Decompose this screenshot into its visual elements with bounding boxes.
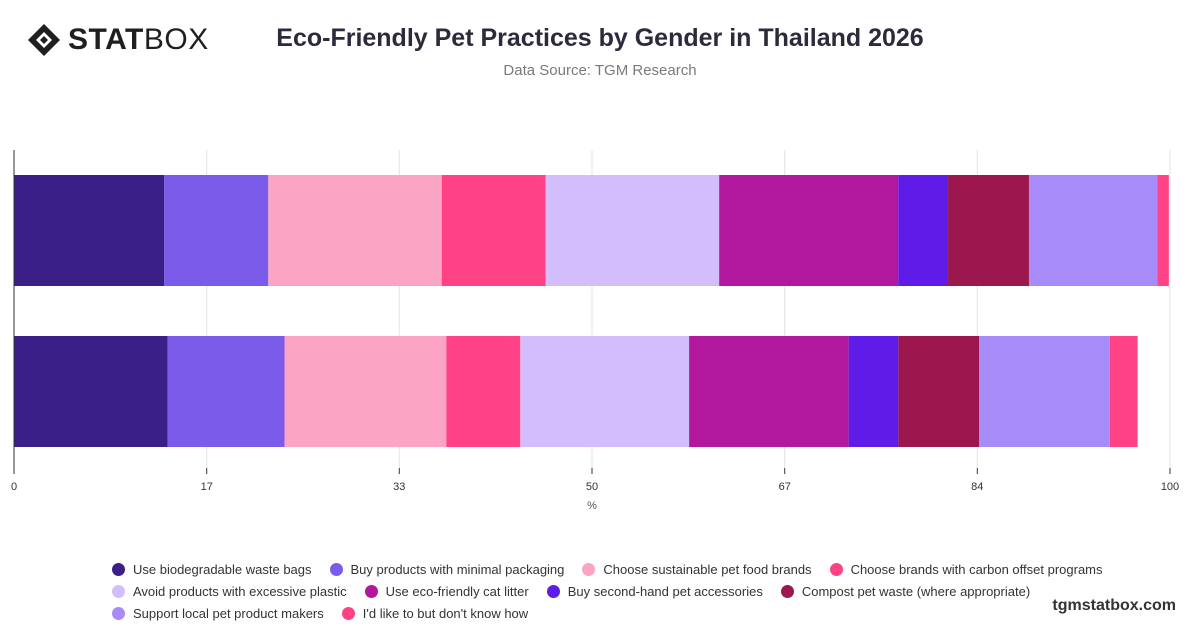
- legend-label-5: Avoid products with excessive plastic: [133, 583, 347, 599]
- legend-item-10[interactable]: I'd like to but don't know how: [341, 605, 529, 621]
- bar-segment-2-4[interactable]: [446, 336, 521, 447]
- legend-item-6[interactable]: Use eco-friendly cat litter: [364, 583, 529, 599]
- bar-segment-2-7[interactable]: [848, 336, 899, 447]
- bar-segment-1-10[interactable]: [1157, 175, 1169, 286]
- legend-label-1: Use biodegradable waste bags: [133, 561, 312, 577]
- x-axis-label: %: [587, 500, 597, 512]
- chart-subtitle: Data Source: TGM Research: [503, 62, 697, 79]
- legend-item-1[interactable]: Use biodegradable waste bags: [112, 562, 312, 577]
- legend-item-5[interactable]: Avoid products with excessive plastic: [112, 584, 347, 599]
- legend-swatch-10: [341, 606, 355, 620]
- x-tick-label-4: 67: [779, 481, 791, 493]
- watermark: tgmstatbox.com: [1052, 597, 1176, 614]
- bar-segment-2-1[interactable]: [14, 336, 168, 447]
- x-tick-label-0: 0: [11, 481, 17, 493]
- legend-item-7[interactable]: Buy second-hand pet accessories: [546, 583, 763, 599]
- legend-swatch-2: [329, 562, 343, 576]
- statbox-logo-text: STATBOX: [68, 23, 209, 56]
- legend-label-3: Choose sustainable pet food brands: [603, 561, 812, 577]
- legend-swatch-6: [364, 584, 378, 598]
- statbox-logo: STATBOX: [26, 22, 209, 58]
- statbox-logo-icon: [28, 24, 60, 56]
- legend-row-3: Support local pet product makers I'd like…: [112, 602, 1112, 624]
- legend-swatch-7: [546, 584, 560, 598]
- bar-segment-1-3[interactable]: [268, 175, 442, 286]
- legend-swatch-9: [112, 606, 125, 620]
- legend-swatch-3: [582, 562, 596, 576]
- bar-segment-1-1[interactable]: [14, 175, 165, 286]
- legend-swatch-5: [112, 584, 125, 598]
- x-tick-label-6: 100: [1161, 481, 1179, 493]
- legend-item-8[interactable]: Compost pet waste (where appropriate): [780, 583, 1031, 599]
- legend-label-6: Use eco-friendly cat litter: [385, 583, 529, 599]
- bar-segment-1-8[interactable]: [948, 175, 1029, 286]
- legend-label-4: Choose brands with carbon offset program…: [850, 561, 1103, 577]
- bar-segment-2-3[interactable]: [284, 336, 447, 447]
- bar-segment-2-8[interactable]: [898, 336, 980, 447]
- legend-item-3[interactable]: Choose sustainable pet food brands: [582, 561, 812, 577]
- bar-segment-1-6[interactable]: [719, 175, 899, 286]
- legend-item-2[interactable]: Buy products with minimal packaging: [329, 561, 565, 577]
- legend-label-10: I'd like to but don't know how: [362, 605, 529, 621]
- bar-segment-2-6[interactable]: [689, 336, 849, 447]
- bar-segment-1-4[interactable]: [441, 175, 546, 286]
- legend-row-1: Use biodegradable waste bags Buy products…: [112, 558, 1112, 580]
- x-tick-label-2: 33: [393, 481, 405, 493]
- legend-item-9[interactable]: Support local pet product makers: [112, 606, 324, 621]
- bar-segment-1-7[interactable]: [898, 175, 949, 286]
- chart-legend: Use biodegradable waste bags Buy products…: [112, 558, 1112, 624]
- legend-row-2: Avoid products with excessive plastic Use…: [112, 580, 1112, 602]
- chart-title: Eco-Friendly Pet Practices by Gender in …: [276, 24, 924, 52]
- legend-swatch-8: [780, 584, 794, 598]
- legend-swatch-4: [829, 562, 843, 576]
- x-tick-label-3: 50: [586, 481, 598, 493]
- x-tick-label-5: 84: [971, 481, 983, 493]
- bar-segment-2-2[interactable]: [167, 336, 285, 447]
- legend-item-4[interactable]: Choose brands with carbon offset program…: [829, 561, 1103, 577]
- bar-segment-2-9[interactable]: [979, 336, 1110, 447]
- legend-label-8: Compost pet waste (where appropriate): [801, 583, 1031, 599]
- legend-swatch-1: [112, 562, 125, 576]
- x-tick-label-1: 17: [201, 481, 213, 493]
- legend-label-2: Buy products with minimal packaging: [350, 561, 565, 577]
- legend-label-9: Support local pet product makers: [133, 605, 324, 621]
- bar-segment-1-5[interactable]: [545, 175, 720, 286]
- legend-label-7: Buy second-hand pet accessories: [567, 583, 763, 599]
- bar-segment-2-10[interactable]: [1109, 336, 1138, 447]
- bar-segment-1-9[interactable]: [1028, 175, 1158, 286]
- bar-segment-2-5[interactable]: [520, 336, 690, 447]
- bar-segment-1-2[interactable]: [164, 175, 269, 286]
